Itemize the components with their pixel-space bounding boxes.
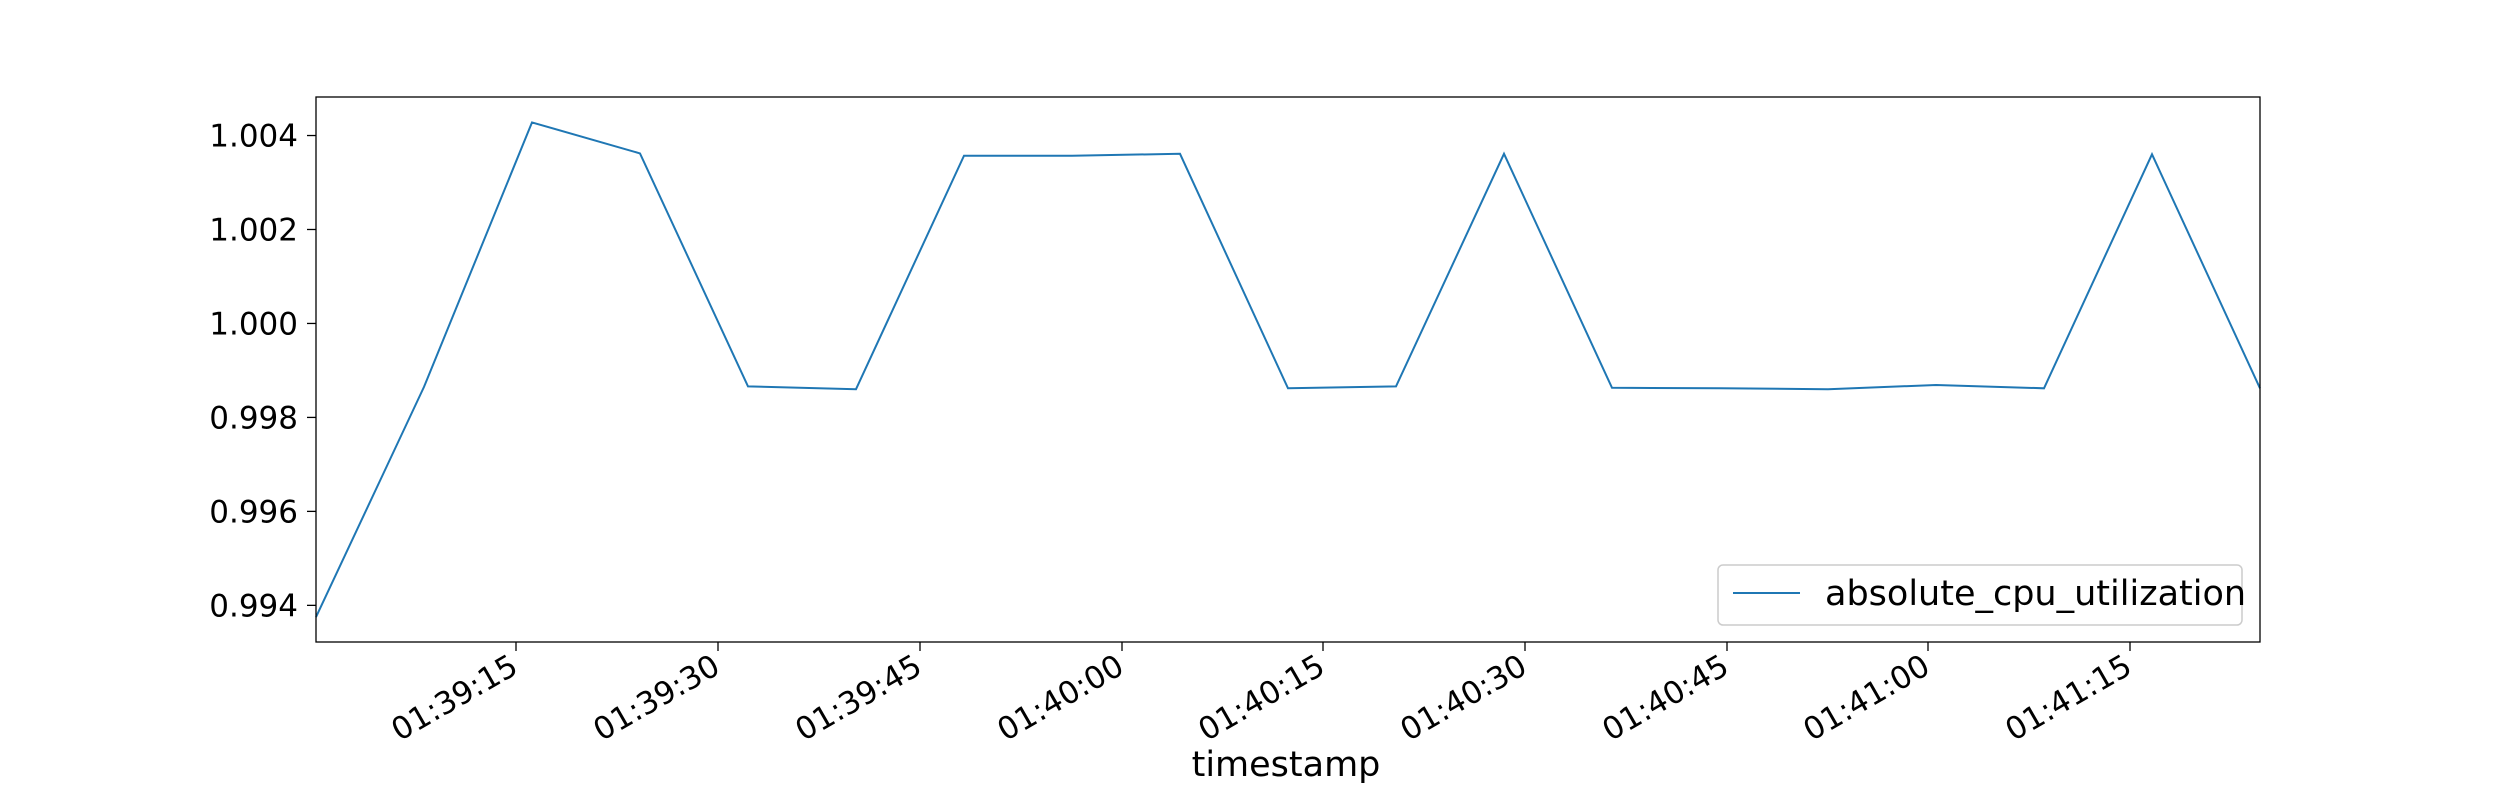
legend-label: absolute_cpu_utilization xyxy=(1825,574,2246,614)
y-tick-label: 1.000 xyxy=(209,306,298,342)
y-tick-label: 0.996 xyxy=(209,494,298,530)
y-axis-ticks: 0.994 0.996 0.998 1.000 1.002 1.004 xyxy=(209,119,316,624)
legend: absolute_cpu_utilization xyxy=(1717,564,2246,626)
y-tick-label: 1.004 xyxy=(209,119,298,155)
x-axis-title: timestamp xyxy=(1192,745,1381,785)
series-line-absolute-cpu-utilization xyxy=(315,121,2261,618)
legend-box xyxy=(1717,564,2243,626)
y-tick-label: 1.002 xyxy=(209,212,298,248)
y-tick-label: 0.998 xyxy=(209,400,298,436)
y-tick-label: 0.994 xyxy=(209,588,298,624)
plot-frame xyxy=(315,96,2261,643)
